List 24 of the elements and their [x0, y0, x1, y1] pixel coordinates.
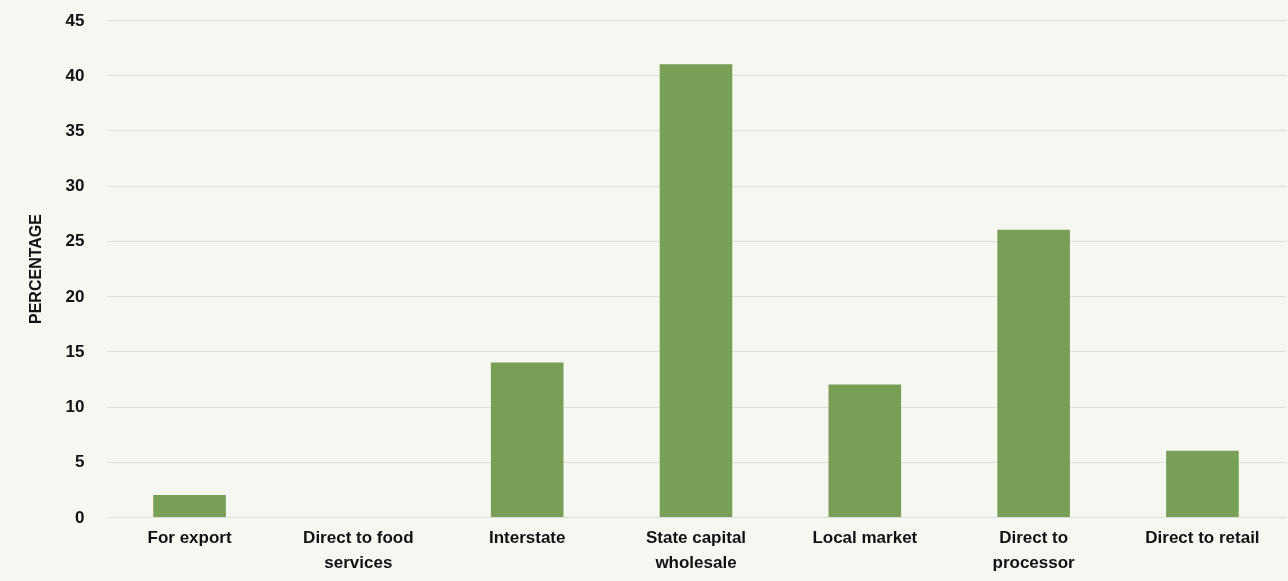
y-tick-label: 45: [65, 10, 85, 30]
x-tick-label: For export: [147, 527, 232, 547]
y-tick-label: 0: [75, 507, 85, 527]
bar: [153, 494, 226, 517]
y-tick-label: 30: [65, 176, 85, 196]
y-tick-label: 10: [65, 397, 85, 417]
bar: [828, 384, 902, 517]
y-tick-label: 25: [65, 231, 85, 251]
bar: [1166, 450, 1239, 517]
x-tick-label: Direct to processor: [992, 527, 1076, 572]
x-tick-label: State capital wholesale: [645, 527, 747, 572]
bar: [659, 64, 733, 517]
x-tick-label: Local market: [812, 527, 918, 547]
x-tick-label: Direct to retail: [1145, 527, 1260, 547]
y-tick-label: 20: [65, 286, 85, 306]
y-axis-title: PERCENTAGE: [26, 213, 44, 324]
y-tick-label: 5: [75, 452, 85, 472]
bar: [997, 229, 1070, 517]
bar: [490, 362, 564, 517]
y-tick-label: 35: [65, 120, 85, 140]
y-tick-label: 40: [65, 65, 85, 85]
x-tick-label: Direct to food services: [303, 527, 414, 572]
y-tick-label: 15: [65, 341, 85, 361]
x-tick-label: Interstate: [488, 527, 566, 547]
